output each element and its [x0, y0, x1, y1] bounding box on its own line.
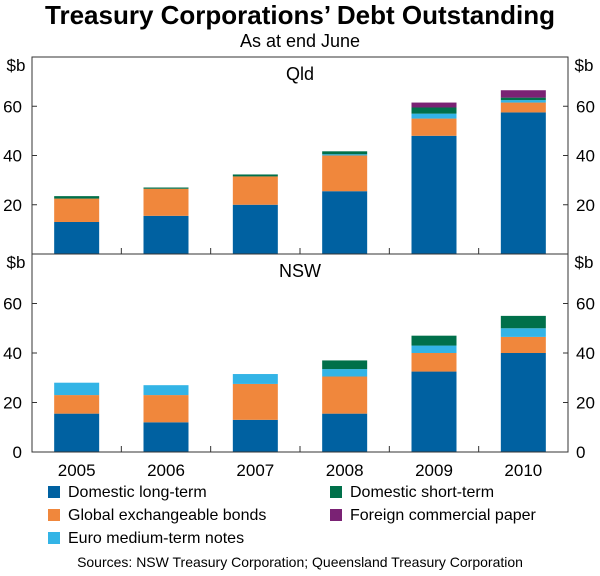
- bar-qld-2009-foreign-commercial-paper: [411, 102, 457, 108]
- legend-label-domestic-short-term: Domestic short-term: [350, 484, 494, 501]
- bar-qld-2008-domestic-long-term: [322, 191, 368, 254]
- bar-qld-2009-euro-medium-term-notes: [411, 113, 457, 119]
- legend-swatch-domestic-short-term: [330, 486, 342, 498]
- ytick-label-right-qld: 60: [576, 97, 595, 116]
- ytick-label-right-qld: 20: [576, 196, 595, 215]
- bar-qld-2010-domestic-short-term: [500, 97, 546, 101]
- ytick-label-left-qld: 40: [3, 147, 22, 166]
- xtick-label-2008: 2008: [326, 461, 364, 480]
- chart-title: Treasury Corporations’ Debt Outstanding: [45, 0, 555, 30]
- ytick-label-right-nsw: 40: [576, 344, 595, 363]
- bar-nsw-2009-domestic-short-term: [411, 335, 457, 346]
- unit-label-left-nsw: $b: [7, 253, 26, 272]
- xtick-label-2006: 2006: [147, 461, 185, 480]
- bar-qld-2009-global-exchangeable-bonds: [411, 118, 457, 136]
- bar-qld-2010-foreign-commercial-paper: [500, 90, 546, 98]
- panel-title-qld: Qld: [286, 64, 314, 84]
- ytick-label-right-qld: 40: [576, 147, 595, 166]
- bar-nsw-2006-domestic-long-term: [143, 422, 189, 452]
- bar-qld-2008-euro-medium-term-notes: [322, 154, 368, 156]
- bar-nsw-2006-global-exchangeable-bonds: [143, 395, 189, 423]
- xtick-label-2010: 2010: [504, 461, 542, 480]
- bar-nsw-2005-euro-medium-term-notes: [54, 382, 100, 396]
- bar-qld-2005-domestic-short-term: [54, 196, 100, 199]
- ytick-label-left-qld: 20: [3, 196, 22, 215]
- unit-label-right-nsw: $b: [575, 253, 594, 272]
- bar-nsw-2005-domestic-long-term: [54, 413, 100, 452]
- bar-qld-2008-global-exchangeable-bonds: [322, 155, 368, 192]
- bar-nsw-2007-domestic-long-term: [232, 419, 278, 452]
- bar-qld-2010-domestic-long-term: [500, 112, 546, 254]
- legend-label-domestic-long-term: Domestic long-term: [68, 484, 207, 501]
- plot-layer: Qld $b $b 20 20 40 40 60 60 NSW $b $b 0 0 20 20 40 40 60 60…: [3, 56, 595, 480]
- panel-title-nsw: NSW: [279, 261, 321, 281]
- source-note: Sources: NSW Treasury Corporation; Queen…: [77, 554, 523, 570]
- bar-nsw-2009-euro-medium-term-notes: [411, 345, 457, 353]
- ytick-label-left-nsw: 60: [3, 295, 22, 314]
- bar-nsw-2008-euro-medium-term-notes: [322, 369, 368, 377]
- legend-label-foreign-commercial-paper: Foreign commercial paper: [350, 507, 537, 524]
- bar-nsw-2007-global-exchangeable-bonds: [232, 383, 278, 420]
- legend-swatch-euro-medium-term-notes: [48, 532, 60, 544]
- bar-nsw-2010-global-exchangeable-bonds: [500, 336, 546, 353]
- bar-qld-2007-domestic-long-term: [232, 204, 278, 254]
- bar-qld-2010-euro-medium-term-notes: [500, 100, 546, 103]
- bar-qld-2005-domestic-long-term: [54, 221, 100, 254]
- bar-nsw-2010-domestic-short-term: [500, 315, 546, 329]
- bar-qld-2006-domestic-long-term: [143, 215, 189, 254]
- ytick-label-left-qld: 60: [3, 97, 22, 116]
- bar-qld-2006-domestic-short-term: [143, 187, 189, 189]
- xtick-label-2009: 2009: [415, 461, 453, 480]
- legend-label-global-exchangeable-bonds: Global exchangeable bonds: [68, 507, 266, 524]
- ytick-label-right-nsw: 20: [576, 394, 595, 413]
- bar-qld-2010-global-exchangeable-bonds: [500, 102, 546, 113]
- bar-qld-2009-domestic-short-term: [411, 107, 457, 114]
- legend-swatch-domestic-long-term: [48, 486, 60, 498]
- xtick-label-2005: 2005: [58, 461, 96, 480]
- unit-label-right-qld: $b: [575, 56, 594, 75]
- bar-nsw-2010-euro-medium-term-notes: [500, 328, 546, 337]
- bar-nsw-2008-domestic-short-term: [322, 360, 368, 370]
- bar-nsw-2009-global-exchangeable-bonds: [411, 353, 457, 372]
- bar-qld-2006-global-exchangeable-bonds: [143, 188, 189, 216]
- bar-nsw-2006-euro-medium-term-notes: [143, 385, 189, 396]
- bar-qld-2007-domestic-short-term: [232, 174, 278, 177]
- bar-nsw-2010-domestic-long-term: [500, 353, 546, 452]
- bar-nsw-2007-euro-medium-term-notes: [232, 374, 278, 384]
- legend-label-euro-medium-term-notes: Euro medium-term notes: [68, 530, 244, 547]
- bar-nsw-2008-domestic-long-term: [322, 413, 368, 452]
- legend-swatch-global-exchangeable-bonds: [48, 509, 60, 521]
- bar-qld-2005-global-exchangeable-bonds: [54, 198, 100, 222]
- ytick-label-left-nsw: 40: [3, 344, 22, 363]
- unit-label-left-qld: $b: [7, 56, 26, 75]
- bar-nsw-2008-global-exchangeable-bonds: [322, 376, 368, 414]
- bar-qld-2009-domestic-long-term: [411, 135, 457, 254]
- bar-nsw-2005-global-exchangeable-bonds: [54, 395, 100, 414]
- legend: Domestic long-term Domestic short-term Glo…: [48, 484, 537, 547]
- ytick-label-left-nsw: 20: [3, 394, 22, 413]
- ytick-label-right-nsw: 60: [576, 295, 595, 314]
- bar-nsw-2009-domestic-long-term: [411, 371, 457, 452]
- ytick-label-left-nsw: 0: [13, 443, 22, 462]
- xtick-label-2007: 2007: [236, 461, 274, 480]
- bar-qld-2008-domestic-short-term: [322, 151, 368, 155]
- legend-swatch-foreign-commercial-paper: [330, 509, 342, 521]
- chart-subtitle: As at end June: [240, 31, 360, 51]
- bar-qld-2007-global-exchangeable-bonds: [232, 176, 278, 205]
- ytick-label-right-nsw: 0: [576, 443, 585, 462]
